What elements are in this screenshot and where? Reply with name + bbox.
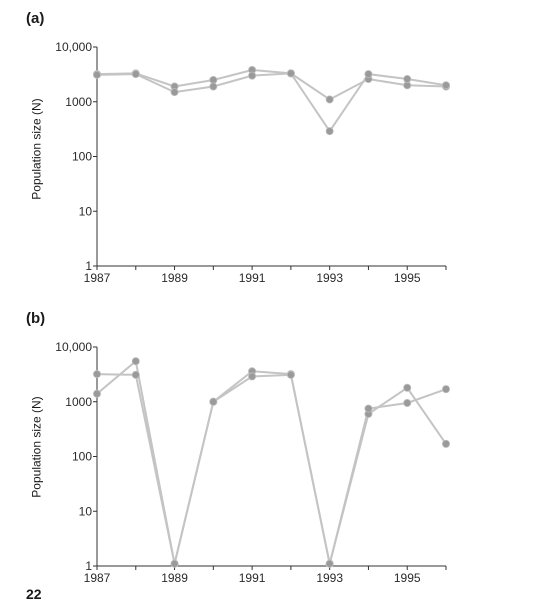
panel-b-x-tick-label: 1995 <box>394 571 421 585</box>
panel-a-series-2-point <box>441 81 450 90</box>
panel-a-series-2-point <box>131 70 140 79</box>
panel-b-y-tick-label: 10,000 <box>55 340 92 354</box>
panel-b-series-2-point <box>325 559 334 568</box>
panel-a-series-2-point <box>286 69 295 78</box>
panel-a-series-2-point <box>364 70 373 79</box>
panel-b-series-1-point <box>441 439 450 448</box>
panel-b-x-tick-label: 1993 <box>316 571 343 585</box>
panel-b-series-2-point <box>170 559 179 568</box>
panel-a-series-2-point <box>325 127 334 136</box>
panel-b-series-2-point <box>93 370 102 379</box>
panel-b-label: (b) <box>26 310 46 327</box>
panel-b-series-2-point <box>209 397 218 406</box>
panel-a-x-tick-label: 1995 <box>394 271 421 285</box>
panel-b-x-tick-label: 1989 <box>161 571 188 585</box>
panel-a-series-2-line <box>96 72 447 133</box>
panel-a-plot: 1 10 100 1000 10,000 1987 1989 1991 1993 1995 <box>55 40 450 285</box>
panel-a-series-2-point <box>248 71 257 80</box>
panel-a-series-1-point <box>209 75 218 84</box>
panel-a-y-tick-label: 100 <box>72 150 92 164</box>
panel-b-series-1-point <box>131 357 140 366</box>
panel-a-x-tick-label: 1993 <box>316 271 343 285</box>
page-number: 22 <box>26 586 42 602</box>
panel-a-series-1-point <box>325 95 334 104</box>
panel-b-series-2-point <box>248 372 257 381</box>
panel-a-y-tick-label: 1 <box>85 259 92 273</box>
panel-a-x-tick-label: 1989 <box>161 271 188 285</box>
panel-b-series-1-line <box>96 359 447 564</box>
panel-a-series-2-point <box>403 75 412 84</box>
panel-b-series-1-point <box>93 389 102 398</box>
panel-a-x-tick-label: 1991 <box>239 271 266 285</box>
panel-b-series-1-point <box>403 383 412 392</box>
panel-a-y-tick-label: 10,000 <box>55 40 92 54</box>
panel-b-y-tick-label: 1000 <box>65 395 92 409</box>
panel-b-series-2-point <box>441 385 450 394</box>
panel-b-y-tick-label: 100 <box>72 450 92 464</box>
panel-a-series-2-point <box>209 82 218 91</box>
panel-a-y-tick-label: 1000 <box>65 95 92 109</box>
panel-b-series-2-point <box>286 370 295 379</box>
panel-b-y-tick-label: 10 <box>79 504 93 518</box>
panel-a-series-2-point <box>93 70 102 79</box>
panel-a-x-tick-label: 1987 <box>84 271 111 285</box>
panel-b-plot: 1 10 100 1000 10,000 1987 1989 1991 1993 1995 <box>55 340 450 585</box>
panel-b-series-2-line <box>96 373 447 564</box>
panel-a-y-tick-label: 10 <box>79 204 93 218</box>
panel-b-series-2-point <box>131 370 140 379</box>
panel-b-x-tick-label: 1991 <box>239 571 266 585</box>
panel-b-series-2-point <box>364 404 373 413</box>
panel-b-series-2-point <box>403 398 412 407</box>
panel-b-x-tick-label: 1987 <box>84 571 111 585</box>
panel-a-series-2-point <box>170 88 179 97</box>
panel-a-label: (a) <box>26 10 45 27</box>
panel-b-y-tick-label: 1 <box>85 559 92 573</box>
panel-a-series-1-line <box>96 68 447 101</box>
